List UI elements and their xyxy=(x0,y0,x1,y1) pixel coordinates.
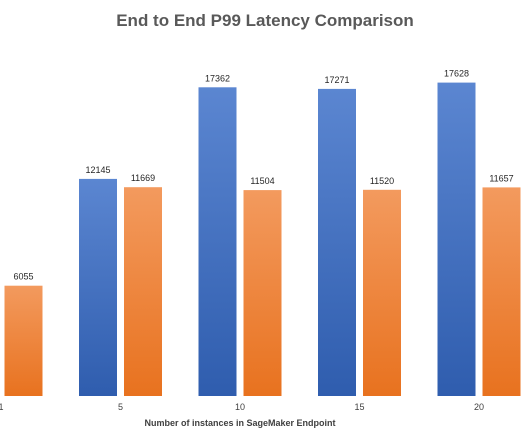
data-labels-layer: 6055 12145 11669 17362 11504 17271 11520 17628 1… xyxy=(13,69,513,282)
data-label: 17271 xyxy=(324,75,349,85)
bar-series-2-20 xyxy=(482,187,521,396)
bar-series-1-15 xyxy=(318,88,356,397)
x-tick-labels: 1 5 10 15 20 xyxy=(0,402,484,412)
data-label: 11657 xyxy=(489,173,513,183)
bar-series-1-20 xyxy=(437,82,476,396)
data-label: 17362 xyxy=(205,73,230,83)
bar-series-2-15 xyxy=(363,189,401,396)
bar-series-1-5 xyxy=(79,178,117,396)
data-label: 11669 xyxy=(131,173,155,183)
x-tick-label: 1 xyxy=(0,402,4,412)
x-tick-label: 15 xyxy=(354,402,364,412)
bar-series-2-1 xyxy=(4,285,43,396)
data-label: 12145 xyxy=(85,165,110,175)
data-label: 6055 xyxy=(13,272,33,282)
x-tick-label: 20 xyxy=(474,402,484,412)
bar-series-1-10 xyxy=(198,87,237,397)
data-label: 11504 xyxy=(250,176,274,186)
bars-layer xyxy=(4,82,521,397)
bar-series-2-5 xyxy=(124,187,162,396)
x-tick-label: 5 xyxy=(118,402,123,412)
x-tick-label: 10 xyxy=(235,402,245,412)
chart-title: End to End P99 Latency Comparison xyxy=(116,11,414,30)
data-label: 11520 xyxy=(370,176,394,186)
bar-series-2-10 xyxy=(243,190,282,396)
x-axis-title: Number of instances in SageMaker Endpoin… xyxy=(144,418,335,428)
data-label: 17628 xyxy=(444,69,469,79)
